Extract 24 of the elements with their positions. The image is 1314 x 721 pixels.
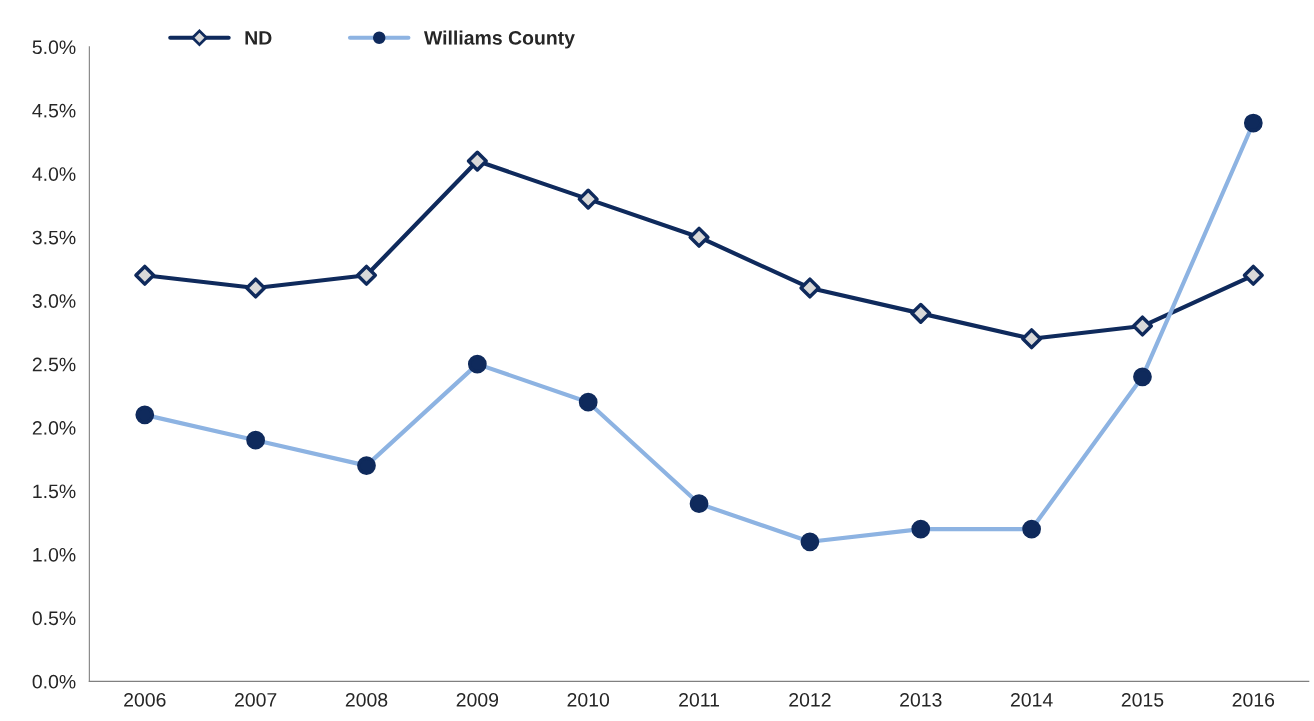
x-tick-label: 2010 (567, 692, 610, 707)
y-tick-label: 3.5% (32, 230, 76, 245)
y-tick-label: 0.5% (32, 611, 76, 626)
y-tick-label: 3.0% (32, 294, 76, 308)
x-tick-label: 2014 (1010, 692, 1053, 707)
x-tick-label: 2012 (789, 692, 831, 707)
y-tick-label: 2.0% (32, 421, 76, 435)
x-tick-label: 2016 (1232, 692, 1275, 707)
y-tick-label: 5.0% (32, 40, 76, 55)
y-tick-label: 1.5% (33, 484, 76, 499)
y-tick-label: 1.0% (33, 547, 76, 562)
x-tick-label: 2013 (900, 692, 942, 707)
x-tick-label: 2007 (234, 692, 277, 707)
x-tick-label: 2011 (679, 692, 720, 707)
y-tick-label: 4.5% (32, 103, 76, 118)
x-tick-label: 2015 (1121, 692, 1164, 707)
legend-label: ND (245, 31, 272, 45)
y-tick-label: 0.0% (32, 674, 76, 689)
y-tick-label: 4.0% (32, 167, 76, 181)
x-tick-label: 2006 (124, 692, 166, 707)
y-tick-label: 2.5% (32, 357, 76, 372)
legend-label: Williams County (423, 30, 575, 49)
x-tick-label: 2008 (345, 692, 388, 707)
x-tick-label: 2009 (456, 692, 499, 707)
